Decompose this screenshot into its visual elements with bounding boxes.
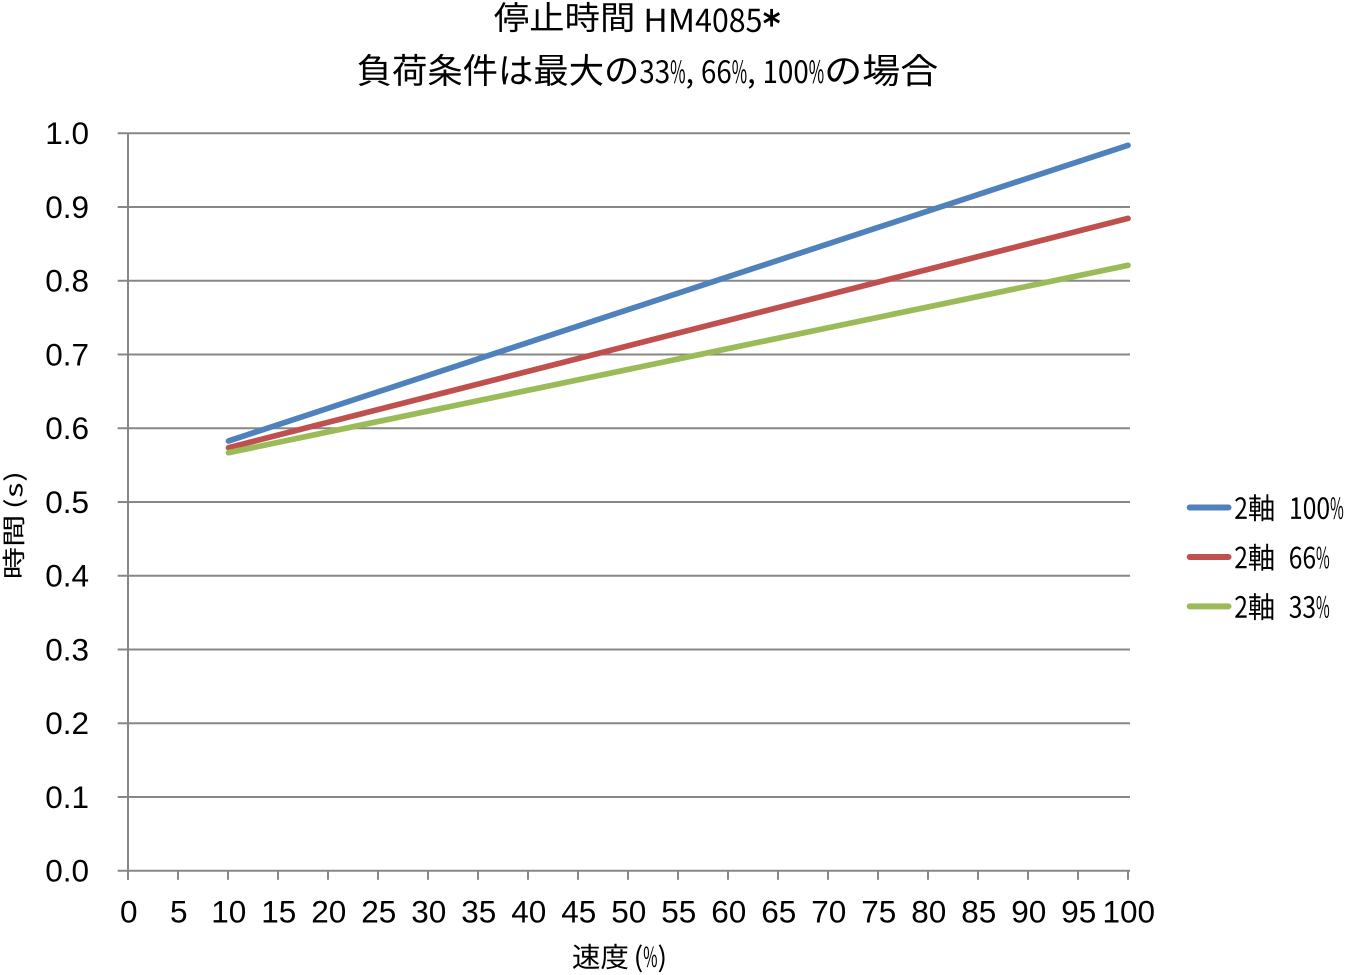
- svg-text:0.6: 0.6: [45, 410, 89, 446]
- svg-text:0.5: 0.5: [45, 484, 89, 520]
- svg-text:85: 85: [961, 894, 996, 930]
- svg-text:20: 20: [311, 894, 346, 930]
- svg-text:0.3: 0.3: [45, 631, 89, 667]
- svg-text:0.0: 0.0: [45, 853, 89, 889]
- svg-text:5: 5: [170, 894, 188, 930]
- svg-text:90: 90: [1011, 894, 1046, 930]
- svg-text:55: 55: [661, 894, 696, 930]
- svg-text:60: 60: [711, 894, 746, 930]
- svg-text:30: 30: [411, 894, 446, 930]
- svg-text:1.0: 1.0: [45, 115, 89, 151]
- svg-text:0.7: 0.7: [45, 336, 89, 372]
- svg-text:0.1: 0.1: [45, 779, 89, 815]
- svg-text:100: 100: [1103, 894, 1156, 930]
- svg-text:45: 45: [561, 894, 596, 930]
- svg-text:0.4: 0.4: [45, 558, 89, 594]
- svg-text:35: 35: [461, 894, 496, 930]
- svg-text:70: 70: [811, 894, 846, 930]
- svg-text:10: 10: [211, 894, 246, 930]
- svg-text:80: 80: [911, 894, 946, 930]
- svg-text:0.2: 0.2: [45, 705, 89, 741]
- svg-text:25: 25: [361, 894, 396, 930]
- svg-text:65: 65: [761, 894, 796, 930]
- svg-text:0.9: 0.9: [45, 189, 89, 225]
- svg-text:75: 75: [861, 894, 896, 930]
- svg-text:50: 50: [611, 894, 646, 930]
- svg-text:0: 0: [120, 894, 138, 930]
- svg-text:0.8: 0.8: [45, 263, 89, 299]
- svg-text:95: 95: [1061, 894, 1096, 930]
- svg-text:15: 15: [261, 894, 296, 930]
- svg-text:40: 40: [511, 894, 546, 930]
